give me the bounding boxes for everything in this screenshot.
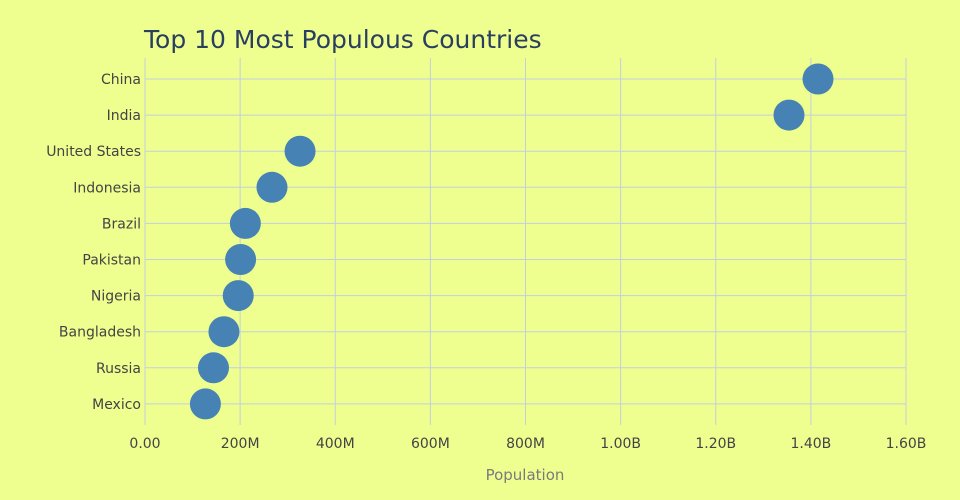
data-point[interactable] — [284, 135, 316, 167]
data-point[interactable] — [802, 63, 834, 95]
data-point[interactable] — [229, 207, 261, 239]
x-tick-label: 800M — [506, 436, 545, 452]
x-tick-label: 0.00 — [129, 436, 160, 452]
data-points — [189, 63, 834, 420]
y-tick-label: Pakistan — [82, 253, 141, 269]
y-tick-label: Bangladesh — [59, 325, 141, 341]
x-axis-ticks: 0.00 200M 400M 600M 800M 1.00B 1.20B 1.40B 1.60B — [129, 436, 926, 452]
data-point[interactable] — [225, 244, 257, 275]
data-point[interactable] — [208, 316, 240, 348]
data-point[interactable] — [197, 352, 229, 384]
y-tick-label: Mexico — [92, 397, 141, 413]
y-tick-label: Brazil — [102, 216, 141, 232]
data-point[interactable] — [222, 280, 254, 312]
y-tick-label: India — [107, 108, 141, 124]
x-tick-label: 1.40B — [790, 436, 831, 452]
data-point[interactable] — [189, 388, 221, 420]
x-tick-label: 1.20B — [695, 436, 736, 452]
data-point[interactable] — [773, 99, 805, 131]
x-tick-label: 200M — [221, 436, 260, 452]
y-tick-label: Russia — [96, 361, 141, 377]
y-axis-ticks: China India United States Indonesia Brazil Pa… — [46, 72, 141, 413]
data-point[interactable] — [256, 171, 288, 203]
y-tick-label: Indonesia — [73, 180, 141, 196]
y-tick-label: China — [101, 72, 141, 88]
x-gridlines — [144, 58, 907, 425]
y-tick-label: Nigeria — [91, 289, 141, 305]
x-tick-label: 1.60B — [886, 436, 927, 452]
y-tick-label: United States — [46, 144, 141, 160]
x-tick-label: 600M — [411, 436, 450, 452]
chart-title: Top 10 Most Populous Countries — [143, 25, 542, 54]
y-gridlines — [145, 78, 906, 405]
x-tick-label: 400M — [316, 436, 355, 452]
x-tick-label: 1.00B — [600, 436, 641, 452]
x-axis-title: Population — [486, 466, 565, 484]
